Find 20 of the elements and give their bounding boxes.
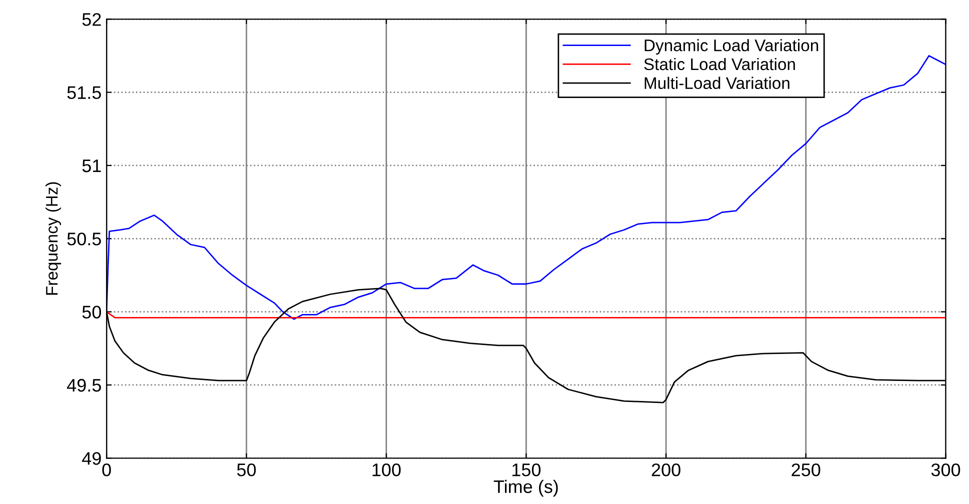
x-tick-label: 0 [102, 463, 111, 476]
x-axis-title: Time (s) [494, 480, 558, 497]
x-tick-label: 100 [372, 463, 401, 476]
x-tick-label: 50 [237, 463, 256, 476]
x-tick-label: 250 [792, 463, 820, 476]
legend-label: Dynamic Load Variation [644, 39, 818, 55]
y-axis-title: Frequency (Hz) [46, 182, 62, 295]
legend-label: Multi-Load Variation [644, 76, 790, 90]
x-tick-label: 300 [931, 463, 960, 476]
y-tick-label: 50.5 [67, 232, 101, 246]
y-tick-label: 51 [82, 160, 101, 172]
line-series [106, 55, 946, 320]
x-tick-label: 200 [652, 463, 680, 476]
y-tick-label: 49 [82, 452, 101, 465]
legend-label: Static Load Variation [644, 58, 795, 70]
y-tick-label: 51.5 [67, 86, 101, 100]
y-tick-label: 50 [82, 306, 102, 319]
y-tick-label: 52 [82, 13, 101, 26]
x-tick-label: 150 [512, 463, 541, 476]
y-tick-label: 49.5 [67, 378, 101, 392]
